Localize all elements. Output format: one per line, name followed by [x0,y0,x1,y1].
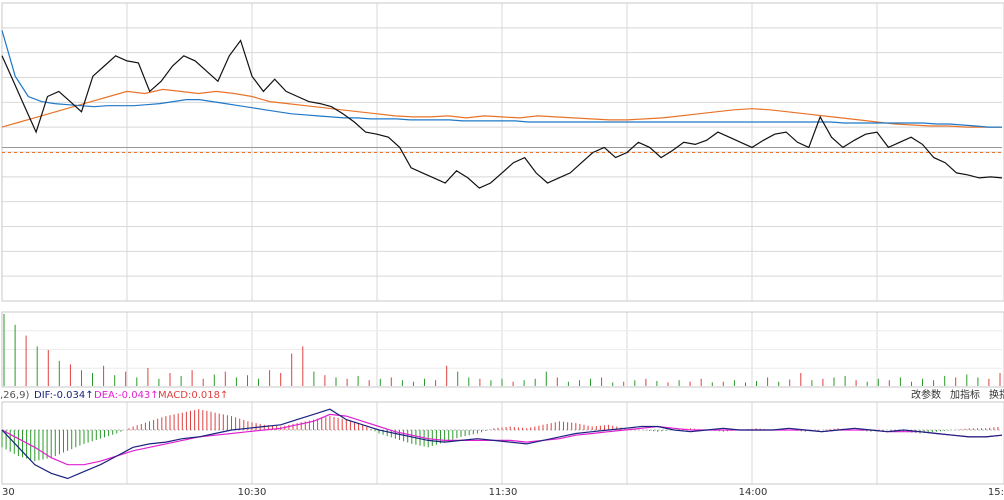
dif-series [1,408,1003,480]
time-label-1130: 11:30 [489,487,518,498]
volume-bars [3,314,1001,386]
dea-label: DEA:-0.043↑ [94,390,159,401]
time-label-open: 30 [2,487,15,498]
add-indicator-button[interactable]: 加指标 [950,388,980,401]
price-series [1,39,1003,189]
volume-panel-border [1,311,1004,388]
avg-price-series [1,30,1002,128]
switch-indicator-button[interactable]: 换指 [989,388,1004,401]
macd-histogram [1,409,999,462]
macd-label: MACD:0.018↑ [158,390,228,401]
dif-label: DIF:-0.034↑ [34,390,94,401]
time-label-1400: 14:00 [739,487,768,498]
ref-line-series [1,88,1002,128]
macd-panel [1,408,1003,480]
modify-params-button[interactable]: 改参数 [911,388,941,401]
macd-legend: ,26,9) DIF:-0.034↑ DEA:-0.043↑ MACD:0.01… [0,390,228,401]
macd-params-label: ,26,9) [0,390,29,401]
time-label-close: 15: [988,487,1004,498]
time-label-1030: 10:30 [238,487,267,498]
price-panel [1,30,1003,189]
indicator-toolbar: 改参数 加指标 换指 [911,388,1004,401]
time-axis: 30 10:30 11:30 14:00 15: [2,487,1004,498]
